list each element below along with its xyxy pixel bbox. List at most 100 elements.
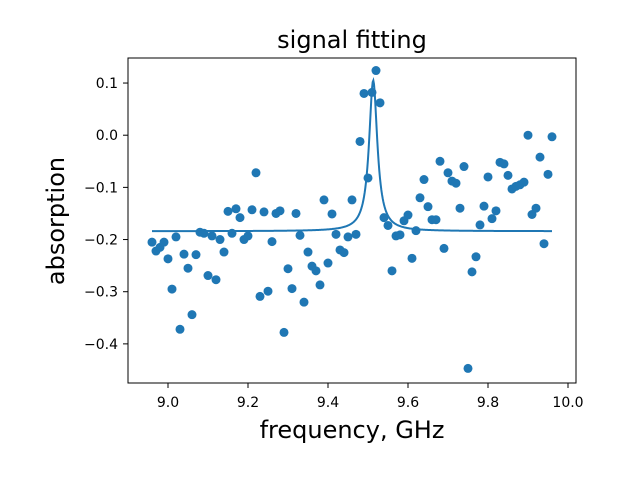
x-tick-label: 10.0 bbox=[552, 395, 583, 411]
data-point bbox=[171, 232, 181, 242]
data-point bbox=[275, 206, 285, 216]
data-point bbox=[175, 324, 185, 334]
data-point bbox=[299, 297, 309, 307]
data-point bbox=[359, 88, 369, 98]
data-point bbox=[415, 193, 425, 203]
data-point bbox=[411, 226, 421, 236]
plot-marks bbox=[147, 66, 557, 373]
data-point bbox=[455, 203, 465, 213]
data-point bbox=[159, 237, 169, 247]
data-point bbox=[311, 266, 321, 276]
data-point bbox=[431, 215, 441, 225]
y-tick-label: 0.1 bbox=[96, 76, 118, 92]
data-point bbox=[387, 266, 397, 276]
data-point bbox=[167, 284, 177, 294]
data-point bbox=[187, 310, 197, 320]
data-point bbox=[423, 202, 433, 212]
data-point bbox=[479, 201, 489, 211]
data-point bbox=[503, 170, 513, 180]
data-point bbox=[163, 254, 173, 264]
data-point bbox=[463, 363, 473, 373]
data-point bbox=[247, 205, 257, 215]
y-axis-ticks: −0.4 −0.3 −0.2 −0.1 0.0 0.1 bbox=[84, 76, 128, 353]
data-point bbox=[523, 130, 533, 140]
data-point bbox=[231, 204, 241, 214]
data-point bbox=[403, 210, 413, 220]
data-point bbox=[283, 264, 293, 274]
data-point bbox=[255, 291, 265, 301]
data-point bbox=[263, 286, 273, 296]
data-point bbox=[347, 195, 357, 205]
data-point bbox=[375, 98, 385, 108]
data-point bbox=[219, 247, 229, 257]
data-point bbox=[287, 284, 297, 294]
data-point bbox=[147, 237, 157, 247]
data-point bbox=[519, 177, 529, 187]
data-point bbox=[179, 249, 189, 259]
data-point bbox=[439, 243, 449, 253]
data-point bbox=[355, 136, 365, 146]
x-tick-label: 9.4 bbox=[317, 395, 339, 411]
data-point bbox=[443, 168, 453, 178]
data-point bbox=[223, 206, 233, 216]
data-point bbox=[531, 203, 541, 213]
data-point bbox=[207, 231, 217, 241]
data-point bbox=[203, 271, 213, 281]
data-point bbox=[435, 156, 445, 166]
data-point bbox=[243, 231, 253, 241]
data-point bbox=[539, 239, 549, 249]
data-point bbox=[547, 132, 557, 142]
data-point bbox=[251, 168, 261, 178]
data-point bbox=[543, 169, 553, 179]
data-point bbox=[351, 229, 361, 239]
data-point bbox=[291, 208, 301, 218]
y-tick-label: −0.2 bbox=[84, 233, 118, 249]
data-point bbox=[371, 66, 381, 76]
data-point bbox=[315, 280, 325, 290]
data-point bbox=[471, 252, 481, 262]
y-axis-title: absorption bbox=[42, 157, 70, 285]
data-point bbox=[267, 237, 277, 247]
data-point bbox=[323, 258, 333, 268]
y-tick-label: 0.0 bbox=[96, 128, 118, 144]
data-point bbox=[339, 248, 349, 258]
data-point bbox=[535, 152, 545, 162]
x-axis-title: frequency, GHz bbox=[260, 416, 445, 444]
data-point bbox=[483, 172, 493, 182]
data-point bbox=[343, 232, 353, 242]
x-axis-ticks: 9.0 9.2 9.4 9.6 9.8 10.0 bbox=[157, 383, 584, 411]
data-point bbox=[211, 275, 221, 285]
data-point bbox=[459, 162, 469, 172]
data-point bbox=[235, 213, 245, 223]
fit-curve bbox=[152, 77, 552, 233]
data-point bbox=[215, 235, 225, 245]
data-point bbox=[303, 247, 313, 257]
plot-frame bbox=[127, 57, 577, 384]
data-point bbox=[259, 207, 269, 217]
y-tick-label: −0.3 bbox=[84, 285, 118, 301]
x-tick-label: 9.6 bbox=[397, 395, 419, 411]
data-point bbox=[419, 175, 429, 185]
data-point bbox=[451, 178, 461, 188]
x-tick-label: 9.8 bbox=[477, 395, 499, 411]
data-point bbox=[183, 263, 193, 273]
data-point bbox=[491, 206, 501, 216]
data-point bbox=[487, 214, 497, 224]
data-point bbox=[383, 220, 393, 230]
data-point bbox=[475, 220, 485, 230]
data-point bbox=[279, 327, 289, 337]
y-tick-label: −0.1 bbox=[84, 180, 118, 196]
data-point bbox=[331, 229, 341, 239]
y-tick-label: −0.4 bbox=[84, 337, 118, 353]
data-point bbox=[379, 213, 389, 223]
data-point bbox=[327, 209, 337, 219]
data-point bbox=[395, 230, 405, 240]
data-point bbox=[319, 195, 329, 205]
data-point bbox=[191, 250, 201, 260]
data-point bbox=[295, 230, 305, 240]
x-tick-label: 9.2 bbox=[237, 395, 259, 411]
x-tick-label: 9.0 bbox=[157, 395, 179, 411]
data-point bbox=[467, 267, 477, 277]
